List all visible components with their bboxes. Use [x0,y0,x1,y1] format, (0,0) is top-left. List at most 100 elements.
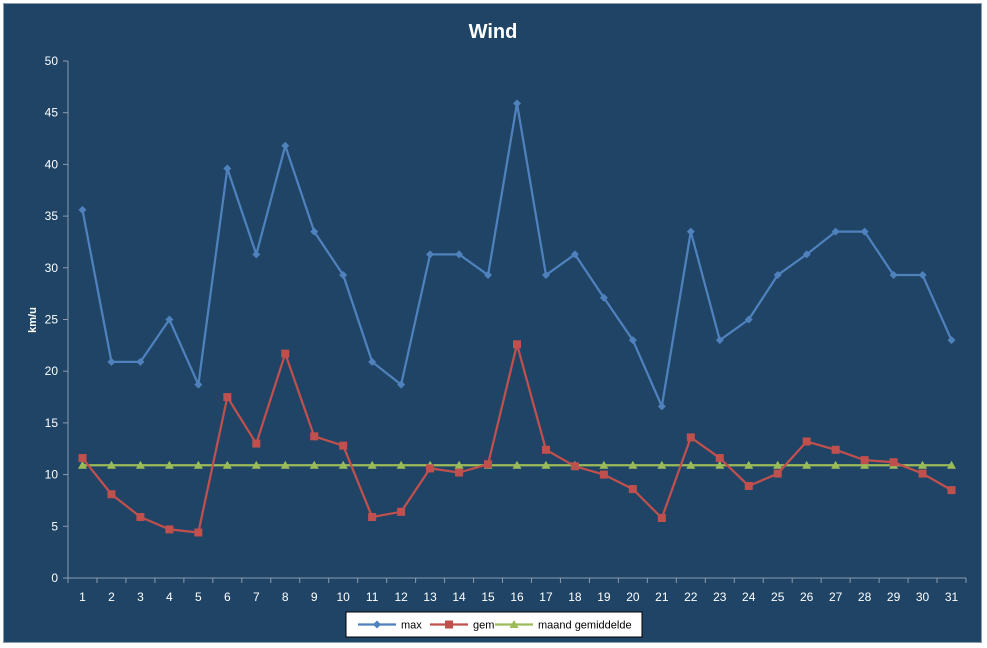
data-point-marker [657,514,666,523]
x-tick-label: 4 [166,590,173,604]
data-point-marker [947,460,957,469]
data-point-marker [947,486,956,495]
data-point-marker [77,460,87,469]
x-tick-label: 28 [858,590,872,604]
data-point-marker [484,460,493,469]
data-point-marker [78,205,87,214]
data-point-marker [223,164,232,173]
data-point-marker [252,439,261,448]
legend: max gem maand gemiddelde [345,611,643,638]
data-point-marker [628,336,637,345]
x-tick-label: 5 [195,590,202,604]
data-point-marker [570,250,579,259]
y-tick-label: 35 [45,209,59,223]
x-tick-label: 18 [568,590,582,604]
x-tick-label: 9 [311,590,318,604]
data-point-marker [509,620,519,628]
data-point-marker [426,250,435,259]
data-point-marker [802,437,811,446]
x-tick-label: 3 [137,590,144,604]
data-point-marker [368,512,377,521]
data-point-marker [165,525,174,534]
x-tick-label: 15 [481,590,495,604]
data-point-marker [831,460,841,469]
data-point-marker [918,271,927,280]
data-point-marker [136,357,145,366]
data-point-marker [368,357,377,366]
data-point-marker [599,460,609,469]
data-point-marker [918,460,928,469]
data-point-marker [367,460,377,469]
data-point-marker [686,227,695,236]
data-point-marker [164,460,174,469]
series-maand-gemiddelde [77,460,957,469]
data-point-marker [744,481,753,490]
data-point-marker [512,460,522,469]
legend-entry: max [358,620,422,632]
x-tick-label: 27 [829,590,843,604]
data-point-marker [107,357,116,366]
y-tick-label: 10 [45,468,59,482]
x-tick-label: 8 [282,590,289,604]
data-point-marker [193,460,203,469]
data-point-marker [657,460,667,469]
data-point-marker [773,271,782,280]
x-tick-label: 29 [887,590,901,604]
data-point-marker [715,460,725,469]
data-point-marker [599,293,608,302]
y-tick-label: 15 [45,416,59,430]
data-point-marker [541,445,550,454]
x-tick-label: 6 [224,590,231,604]
x-tick-label: 12 [394,590,408,604]
data-point-marker [773,469,782,478]
data-point-marker [426,464,435,473]
series-line [81,343,953,534]
data-point-marker [252,250,261,259]
data-point-marker [628,485,637,494]
data-point-marker [541,271,550,280]
data-point-marker [194,380,203,389]
x-tick-label: 30 [916,590,930,604]
data-point-marker [338,460,348,469]
data-point-marker [136,512,145,521]
y-tick-label: 25 [45,313,59,327]
legend-entry: maand gemiddelde [495,620,632,632]
data-point-marker [135,460,145,469]
data-point-marker [373,620,381,629]
x-tick-label: 21 [655,590,669,604]
series-max [78,99,956,411]
data-point-marker [310,432,319,441]
data-point-marker [513,99,521,108]
y-tick-label: 45 [45,106,59,120]
y-tick-label: 40 [45,157,59,171]
series-line [81,102,953,408]
legend-label: gem [473,620,494,632]
data-point-marker [628,460,638,469]
x-tick-label: 16 [510,590,524,604]
data-point-marker [106,460,116,469]
x-tick-label: 7 [253,590,260,604]
x-tick-label: 11 [366,590,379,604]
data-point-marker [802,460,812,469]
data-point-marker [860,227,869,236]
data-point-marker [397,380,406,389]
data-point-marker [339,441,348,450]
x-tick-label: 19 [597,590,611,604]
y-tick-label: 0 [51,571,58,585]
data-point-marker [889,458,898,467]
data-point-marker [860,456,869,465]
legend-label: maand gemiddelde [538,620,632,632]
legend-entry: gem [430,620,494,632]
data-point-marker [78,454,87,463]
data-point-marker [455,250,464,259]
data-point-marker [223,393,232,402]
data-point-marker [165,315,174,324]
data-point-marker [918,469,927,478]
y-tick-label: 50 [45,54,59,68]
data-point-marker [454,460,464,469]
data-point-marker [396,460,406,469]
x-tick-label: 22 [684,590,698,604]
data-point-marker [513,340,521,349]
